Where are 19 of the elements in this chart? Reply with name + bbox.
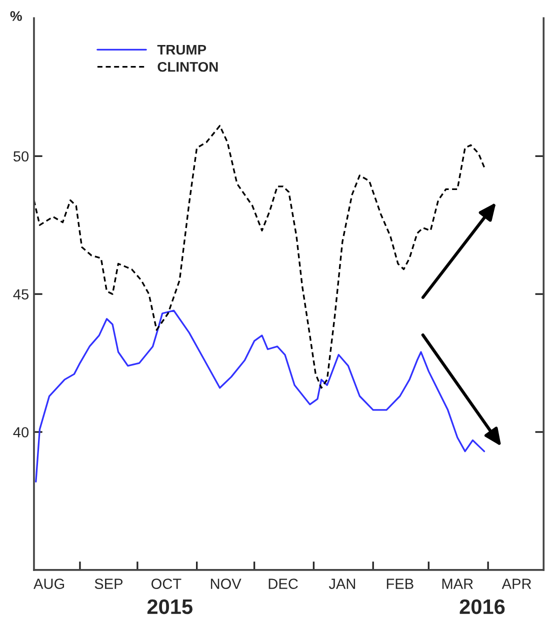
x-tick-label: APR — [502, 578, 532, 589]
x-tick-label: FEB — [386, 578, 414, 589]
y-tick-label: 40 — [13, 427, 29, 438]
text: 2015 — [147, 599, 192, 614]
x-tick-label: NOV — [210, 578, 242, 589]
y-axis-title: % — [10, 11, 22, 21]
x-tick-label: JAN — [328, 578, 356, 589]
x-tick-label: OCT — [151, 578, 182, 589]
x-tick-label: AUG — [34, 578, 64, 589]
text: 2016 — [460, 599, 505, 614]
y-tick-label: 50 — [13, 151, 29, 162]
line-series — [35, 310, 486, 482]
legend-label: CLINTON — [158, 62, 218, 72]
legend-label: TRUMP — [157, 44, 206, 55]
y-tick-label: 45 — [13, 289, 29, 300]
x-tick-label: MAR — [442, 578, 473, 589]
line-series — [34, 124, 486, 389]
x-tick-label: DEC — [268, 578, 298, 589]
x-tick-label: SEP — [94, 578, 123, 589]
